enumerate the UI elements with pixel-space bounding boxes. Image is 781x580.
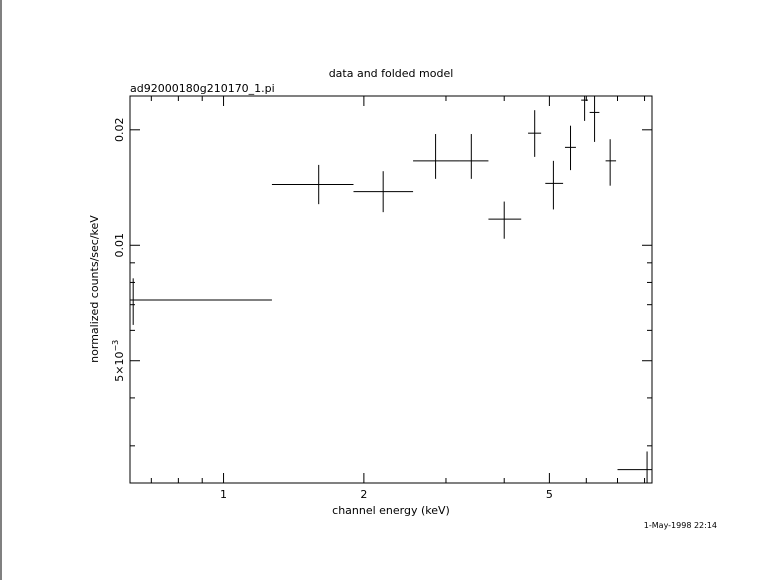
timestamp: 1-May-1998 22:14	[644, 521, 717, 530]
data-points	[130, 96, 652, 483]
chart-subtitle: ad92000180g210170_1.pi	[130, 82, 275, 95]
data-point	[564, 125, 576, 171]
data-point	[130, 278, 272, 325]
x-tick-label: 2	[360, 488, 367, 501]
y-axis-ticks	[130, 129, 652, 447]
x-tick-label: 1	[220, 488, 227, 501]
plot-frame	[129, 95, 653, 484]
data-point	[353, 171, 414, 213]
y-axis-tick-labels: 5×10−30.010.02	[111, 118, 126, 382]
data-point	[459, 134, 489, 179]
chart-title: data and folded model	[329, 67, 454, 80]
y-tick-label: 0.01	[113, 233, 126, 257]
data-point	[589, 96, 600, 142]
x-axis-ticks	[150, 96, 646, 483]
y-tick-label: 0.02	[113, 118, 126, 143]
y-axis-label: normalized counts/sec/keV	[88, 215, 101, 363]
x-axis-label: channel energy (keV)	[332, 504, 450, 517]
data-point	[488, 201, 522, 239]
data-point	[528, 110, 542, 157]
x-axis-tick-labels: 1 2 5	[220, 488, 553, 501]
data-point	[545, 160, 564, 210]
data-point	[413, 134, 460, 179]
data-point	[271, 164, 354, 205]
x-tick-label: 5	[546, 488, 553, 501]
data-point	[617, 451, 652, 483]
data-point	[605, 139, 617, 186]
data-point	[581, 96, 588, 121]
